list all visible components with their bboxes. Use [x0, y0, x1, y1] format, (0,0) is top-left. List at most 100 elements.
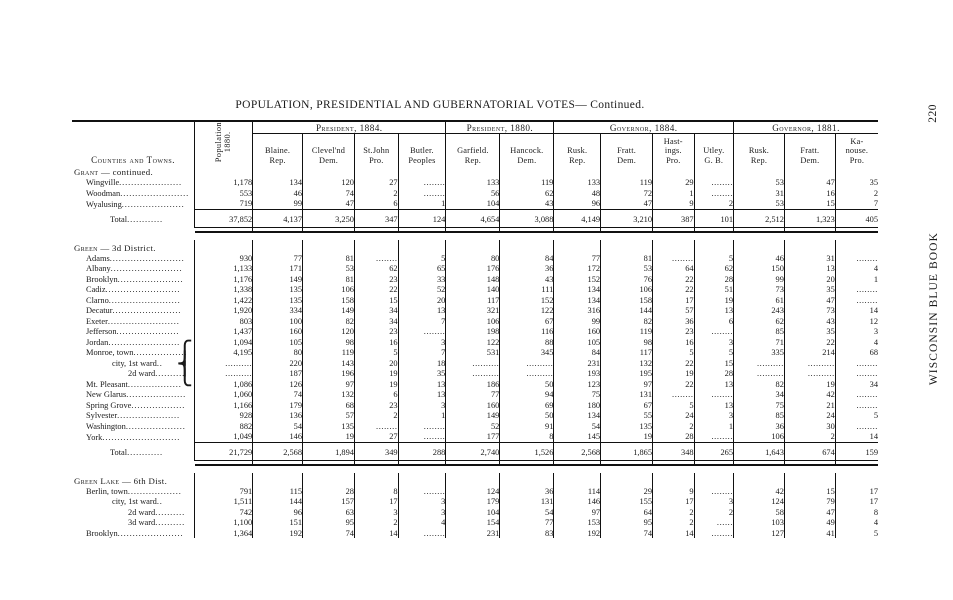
vote-cell: 13 [398, 305, 447, 316]
vote-cell: 123 [553, 378, 602, 390]
vote-cell [694, 240, 735, 253]
population-cell: 1,364 [194, 527, 254, 539]
vote-cell: 24 [652, 410, 695, 421]
vote-cell: 114 [553, 485, 602, 497]
vote-cell: 192 [252, 527, 304, 539]
vote-cell: 64 [652, 263, 695, 274]
vote-cell: ........ [856, 369, 878, 379]
vote-cell: 220 [252, 357, 304, 369]
population-cell: .......... [194, 357, 254, 369]
vote-cell: 62 [733, 315, 785, 327]
vote-cell: 134 [553, 410, 602, 421]
town-name-cell: Jefferson ..................... [72, 326, 196, 337]
vote-cell: ........ [694, 389, 735, 400]
vote-cell: 4 [398, 517, 447, 528]
header-candidate-stjohn: St.John Pro. [354, 133, 399, 165]
county-heading-row: Green Lake — 6th Dist. [72, 473, 878, 486]
population-cell: 1,133 [194, 263, 254, 274]
county-name: Green Lake [74, 475, 120, 486]
table-row: Brooklyn ...................... 1,176 149 8… [72, 273, 878, 285]
total-vote-cell: 1,323 [784, 208, 836, 228]
leader-dots: ....................... [120, 188, 190, 198]
running-head-side: WISCONSIN BLUE BOOK [928, 232, 940, 386]
vote-cell [252, 240, 304, 253]
rule-segment [784, 227, 836, 234]
vote-cell: 132 [302, 389, 355, 400]
vote-cell: 27 [354, 431, 399, 443]
town-name-cell: city, 1st ward .. [72, 496, 196, 507]
total-vote-cell: 4,149 [553, 208, 602, 228]
leader-dots: .................. [133, 348, 188, 358]
town-name-cell: Mt. Pleasant .................. [72, 378, 196, 390]
vote-cell: 82 [733, 378, 785, 390]
vote-cell: 19 [784, 378, 836, 390]
vote-cell: 76 [600, 273, 654, 285]
town-name-cell: 2d ward .......... ⎩ [72, 363, 196, 384]
vote-cell [733, 240, 785, 253]
vote-cell: 17 [869, 486, 878, 496]
vote-cell: ........ [398, 431, 447, 443]
vote-cell: ........ [694, 431, 735, 443]
vote-cell [445, 240, 501, 253]
vote-cell: 47 [784, 506, 836, 518]
vote-cell: 140 [445, 284, 501, 295]
vote-cell: 5 [694, 347, 735, 358]
header-candidate-fratt-1881: Fratt. Dem. [784, 133, 836, 165]
vote-cell: 124 [733, 496, 785, 507]
vote-cell: .......... [784, 357, 836, 369]
vote-cell [398, 164, 447, 178]
header-group-president-1884: President, 1884. [252, 120, 447, 135]
vote-cell: 8 [873, 507, 878, 517]
vote-cell: 9 [652, 485, 695, 497]
vote-cell: 214 [784, 347, 836, 358]
vote-cell: 75 [553, 389, 602, 400]
vote-cell [445, 473, 501, 486]
rule-segment [354, 227, 399, 234]
vote-cell: 115 [252, 485, 304, 497]
total-vote-cell: 2,512 [733, 208, 785, 228]
vote-cell: 96 [553, 198, 602, 210]
vote-cell: 5 [694, 252, 735, 264]
population-cell [194, 164, 254, 178]
vote-cell: ........ [398, 485, 447, 497]
vote-cell: 36 [499, 485, 555, 497]
total-vote-cell: 2,568 [252, 441, 304, 461]
table-row: Washington .................... 882 54 135.… [72, 420, 878, 432]
total-label-cell: Total ............ [72, 442, 196, 461]
leader-dots: ...................... [117, 274, 184, 284]
vote-cell: ...... [694, 517, 735, 528]
vote-cell: 8 [499, 431, 555, 443]
vote-cell: 160 [252, 326, 304, 337]
table-row: Brooklyn ...................... 1,364 192 7… [72, 527, 878, 539]
vote-cell: 17 [652, 294, 695, 306]
table-row: Cadiz ......................... 1,338 135 1… [72, 284, 878, 295]
vote-cell: 134 [553, 294, 602, 306]
vote-cell: 106 [600, 284, 654, 295]
vote-cell: 36 [733, 420, 785, 432]
vote-cell: 157 [302, 496, 355, 507]
total-row: Total ............ 21,729 2,568 1,894 349 288… [72, 441, 878, 461]
vote-cell: 321 [445, 305, 501, 316]
vote-cell: 106 [302, 284, 355, 295]
vote-cell: 160 [445, 399, 501, 411]
table-row: Jefferson ..................... 1,437 160 1… [72, 326, 878, 337]
vote-cell: 71 [733, 336, 785, 348]
rule-segment [398, 227, 447, 234]
population-cell: 1,338 [194, 284, 254, 295]
vote-cell [553, 473, 602, 486]
vote-cell: 65 [398, 263, 447, 274]
vote-cell: 52 [398, 284, 447, 295]
table-row: Exeter ........................ 803 100 82 3… [72, 315, 878, 327]
vote-cell: 3 [398, 399, 447, 411]
town-name: Decatur [86, 306, 113, 316]
leader-dots: ..................... [121, 199, 185, 209]
vote-cell: 19 [354, 368, 399, 379]
vote-cell: 67 [600, 399, 654, 411]
vote-cell: 16 [652, 336, 695, 348]
rule-segment [194, 227, 254, 234]
town-name-cell: York .......................... [72, 431, 196, 443]
vote-cell: 63 [302, 506, 355, 518]
town-name: Berlin, town [86, 486, 128, 496]
vote-cell: 103 [733, 517, 785, 528]
rule-segment [553, 460, 602, 467]
